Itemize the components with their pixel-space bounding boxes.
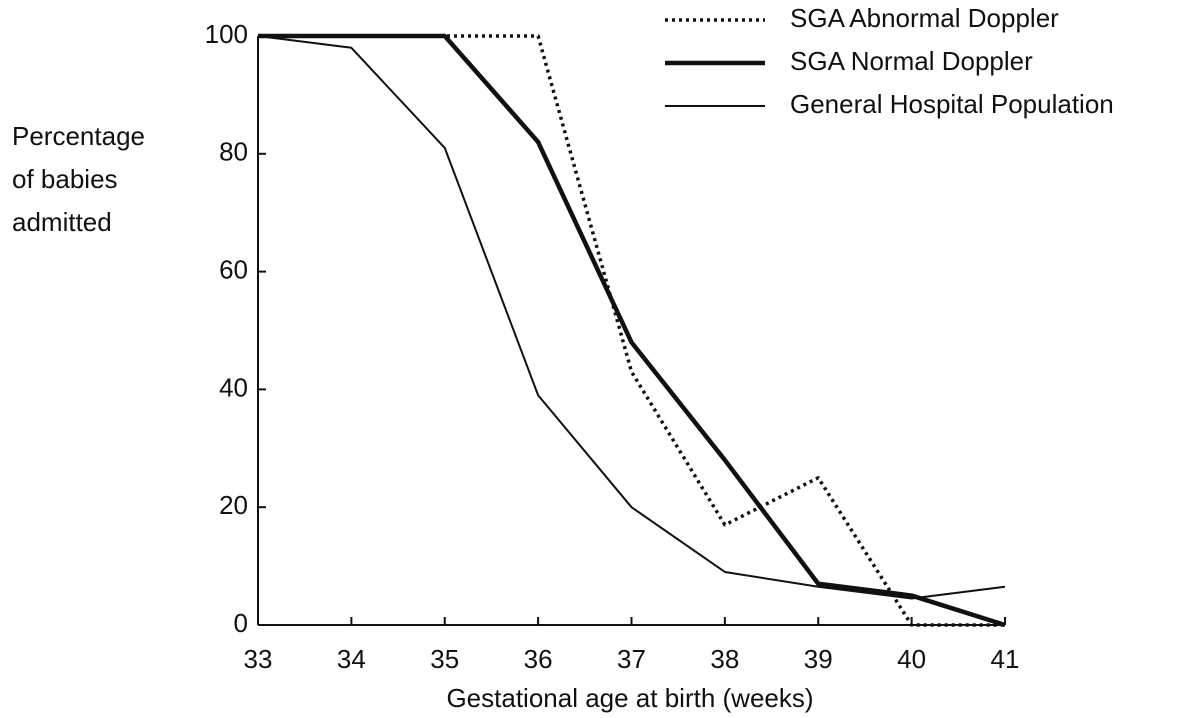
y-tick-label: 40 (219, 372, 248, 402)
x-axis-label: Gestational age at birth (weeks) (446, 683, 813, 713)
x-tick-label: 37 (617, 644, 646, 674)
x-tick-label: 39 (804, 644, 833, 674)
x-tick-label: 35 (430, 644, 459, 674)
y-axis-label: Percentage of babies admitted (12, 121, 145, 237)
x-tick-label: 33 (244, 644, 273, 674)
x-tick-label: 40 (897, 644, 926, 674)
x-tick-label: 41 (991, 644, 1020, 674)
legend-label: SGA Abnormal Doppler (790, 3, 1059, 33)
y-tick-label: 20 (219, 490, 248, 520)
x-tick-label: 38 (710, 644, 739, 674)
legend-label: SGA Normal Doppler (790, 46, 1033, 76)
x-tick-label: 36 (524, 644, 553, 674)
line-series (258, 34, 1005, 627)
x-tick-label: 34 (337, 644, 366, 674)
y-tick-label: 60 (219, 254, 248, 284)
y-tick-label: 100 (205, 19, 248, 49)
y-tick-label: 0 (234, 608, 248, 638)
line-series (258, 33, 1006, 628)
legend-label: General Hospital Population (790, 89, 1114, 119)
line-series (257, 35, 1006, 600)
y-tick-label: 80 (219, 137, 248, 167)
